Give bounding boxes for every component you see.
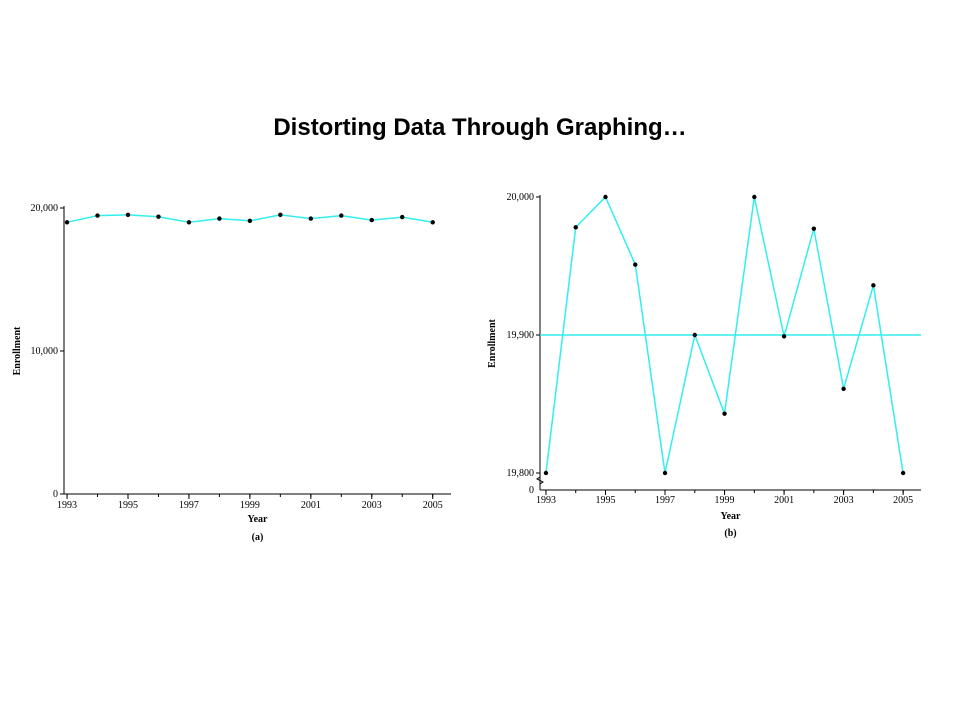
x-tick-label: 2003: [834, 495, 854, 506]
y-zero-label: 0: [529, 485, 534, 496]
x-axis-title: Year: [248, 514, 269, 525]
axis-break: [536, 476, 544, 485]
data-point: [633, 262, 638, 267]
x-tick-label: 1995: [595, 495, 615, 506]
chart-caption: (b): [724, 528, 736, 539]
y-tick-label: 20,000: [31, 203, 59, 214]
x-tick-label: 2005: [423, 500, 443, 511]
page-title: Distorting Data Through Graphing…: [273, 114, 687, 141]
data-point: [811, 226, 817, 231]
y-axis-title: Enrollment: [12, 326, 23, 375]
data-point: [573, 225, 578, 230]
data-point: [308, 216, 314, 221]
x-tick-label: 2003: [362, 500, 382, 511]
x-tick-label: 1995: [118, 500, 138, 511]
data-point: [841, 386, 846, 392]
data-point: [543, 470, 549, 476]
x-tick-label: 1997: [655, 495, 675, 506]
data-point: [369, 217, 374, 223]
data-point: [125, 212, 131, 218]
y-tick-label: 19,900: [507, 330, 535, 341]
y-tick-label: 19,800: [507, 468, 535, 479]
x-tick-label: 2001: [301, 500, 321, 511]
data-point: [692, 332, 697, 338]
data-point: [400, 214, 405, 220]
data-point: [156, 214, 161, 219]
data-point: [186, 220, 192, 225]
data-point: [662, 470, 668, 476]
data-point: [217, 216, 222, 221]
data-point: [603, 194, 608, 200]
data-point: [752, 194, 757, 200]
y-tick-label: 0: [53, 489, 58, 500]
data-point: [247, 218, 253, 224]
y-tick-label: 20,000: [507, 192, 535, 203]
data-point: [871, 283, 876, 288]
y-axis-title: Enrollment: [487, 318, 498, 367]
data-point: [900, 470, 906, 476]
data-point: [64, 220, 70, 225]
data-point: [430, 220, 435, 225]
data-point: [722, 411, 727, 416]
x-tick-label: 1993: [57, 500, 77, 511]
x-tick-label: 2005: [893, 495, 913, 506]
data-point: [781, 334, 787, 339]
x-tick-label: 2001: [774, 495, 794, 506]
x-tick-label: 1999: [715, 495, 735, 506]
y-tick-label: 10,000: [31, 346, 59, 357]
x-tick-label: 1999: [240, 500, 260, 511]
data-point: [278, 212, 283, 218]
x-axis-title: Year: [721, 511, 742, 522]
data-point: [339, 213, 344, 218]
x-tick-label: 1993: [536, 495, 556, 506]
chart-caption: (a): [252, 532, 264, 543]
data-point: [95, 213, 100, 218]
x-tick-label: 1997: [179, 500, 199, 511]
